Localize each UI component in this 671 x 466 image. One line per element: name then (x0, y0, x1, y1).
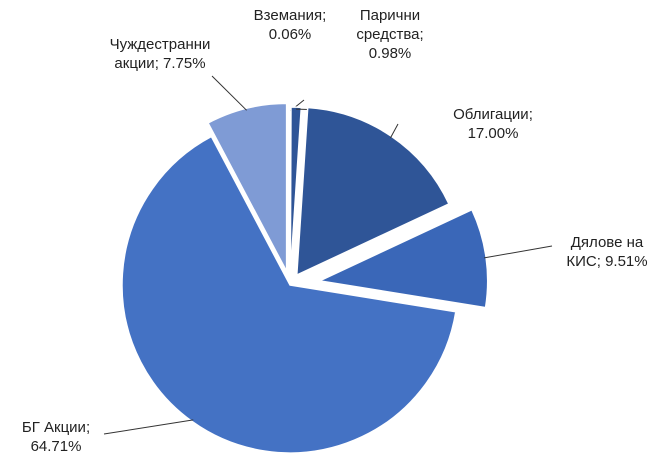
category-name: Дялове на КИС (566, 234, 644, 270)
leader-line (484, 245, 553, 259)
pie-slice (207, 102, 288, 272)
category-name: Облигации (453, 106, 529, 123)
category-name: Чуждестранни акции (109, 36, 211, 72)
pie-slice (289, 106, 303, 276)
label-separator: ; (85, 419, 91, 436)
label-separator: ; (419, 26, 424, 43)
label-separator: ; (528, 106, 533, 123)
data-label: Парични средства; 0.98% (340, 6, 440, 63)
value-label: 64.71% (30, 438, 82, 455)
value-label: 9.51% (605, 253, 648, 270)
pie-slice (121, 135, 457, 454)
leader-line (211, 75, 247, 111)
value-label: 7.75% (163, 55, 206, 72)
label-separator: ; (596, 253, 601, 270)
category-name: БГ Акции (21, 419, 86, 436)
value-label: 0.98% (368, 45, 412, 62)
leader-line (389, 123, 399, 139)
label-separator: ; (322, 7, 327, 24)
value-label: 0.06% (268, 26, 312, 43)
data-label: Облигации; 17.00% (438, 105, 548, 143)
data-label: БГ Акции; 64.71% (6, 418, 106, 456)
label-separator: ; (154, 55, 159, 72)
data-label: Дялове на КИС; 9.51% (552, 233, 662, 271)
category-name: Парични средства (356, 7, 421, 43)
leader-line (103, 419, 194, 435)
data-label: Вземания; 0.06% (245, 6, 335, 44)
data-label: Чуждестранни акции; 7.75% (100, 35, 220, 73)
category-name: Вземания (253, 7, 323, 24)
value-label: 17.00% (467, 125, 519, 142)
